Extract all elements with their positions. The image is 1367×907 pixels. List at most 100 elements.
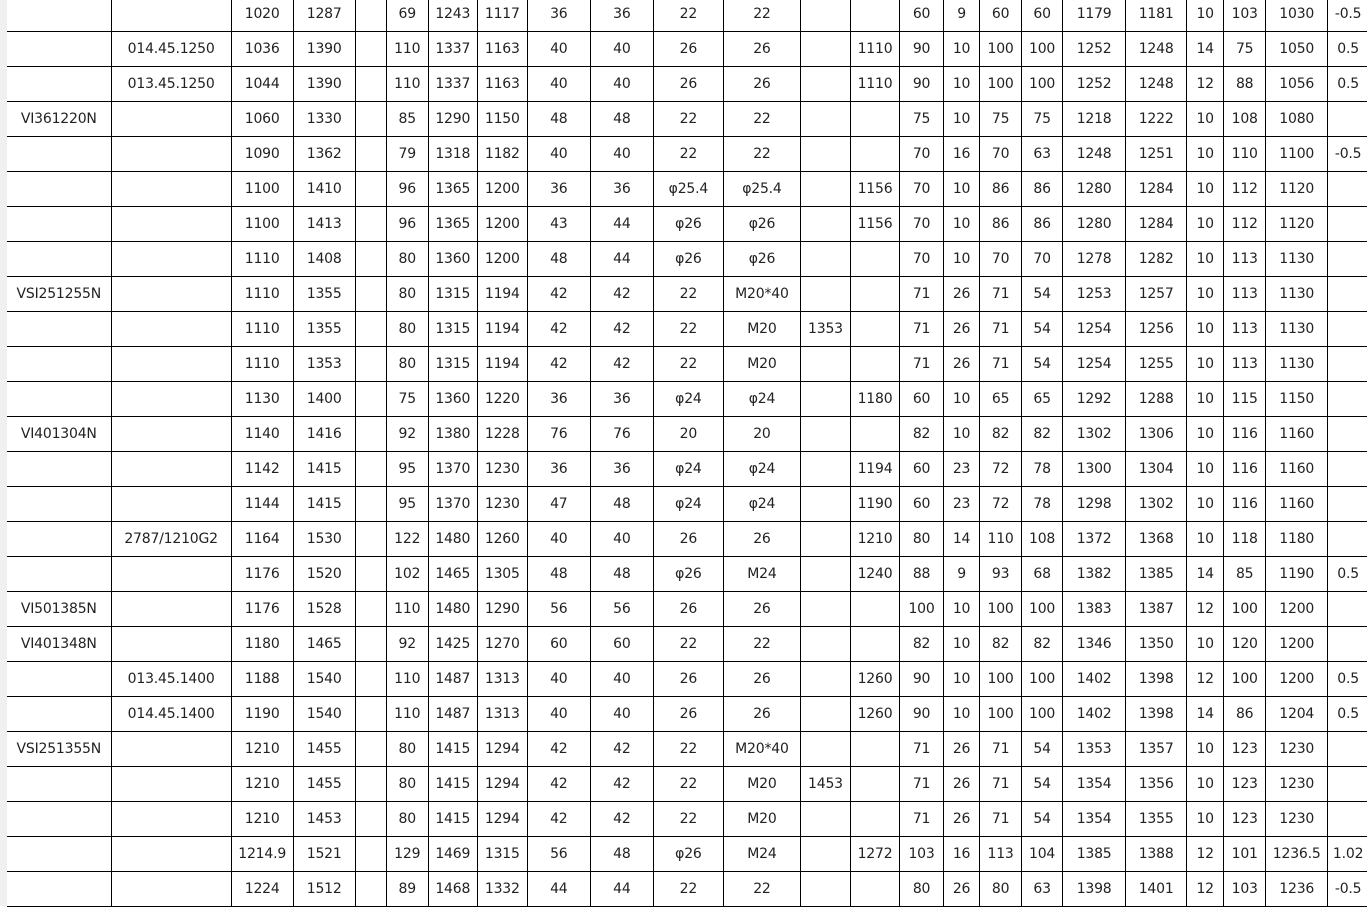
table-cell-col-11: 22 bbox=[653, 871, 724, 907]
table-cell-col-8: 1220 bbox=[477, 381, 528, 417]
table-cell-col-22: 101 bbox=[1223, 836, 1267, 872]
table-cell-col-2 bbox=[111, 801, 232, 837]
table-cell-col-3: 1188 bbox=[231, 661, 294, 697]
table-cell-col-23: 1200 bbox=[1265, 661, 1329, 697]
table-cell-col-2: 013.45.1250 bbox=[111, 66, 232, 102]
table-cell-col-8: 1313 bbox=[477, 696, 528, 732]
table-cell-col-1 bbox=[7, 381, 112, 417]
table-cell-col-22: 115 bbox=[1223, 381, 1267, 417]
table-cell-col-20: 1350 bbox=[1125, 626, 1188, 662]
table-body: 1020 1287 69 1243 1117 36 36 22 22 60 9 60 60 1179 118… bbox=[7, 0, 1367, 907]
table-cell-col-22: 116 bbox=[1223, 451, 1267, 487]
table-cell-col-24 bbox=[1327, 486, 1367, 522]
table-cell-col-11: 22 bbox=[653, 0, 724, 32]
table-cell-col-3: 1020 bbox=[231, 0, 294, 32]
table-cell-col-22: 75 bbox=[1223, 31, 1267, 67]
table-cell-col-21: 10 bbox=[1186, 451, 1225, 487]
table-cell-col-22: 88 bbox=[1223, 66, 1267, 102]
table-cell-col-16: 10 bbox=[943, 591, 981, 627]
table-cell-col-23: 1030 bbox=[1265, 0, 1329, 32]
table-cell-col-17: 113 bbox=[979, 836, 1023, 872]
table-cell-col-15: 100 bbox=[899, 591, 945, 627]
table-cell-col-8: 1230 bbox=[477, 451, 528, 487]
table-cell-col-5 bbox=[355, 101, 387, 137]
table-cell-col-12: M20*40 bbox=[723, 731, 801, 767]
table-cell-col-18: 54 bbox=[1021, 311, 1064, 347]
table-cell-col-8: 1294 bbox=[477, 801, 528, 837]
table-cell-col-14: 1240 bbox=[850, 556, 901, 592]
table-cell-col-19: 1280 bbox=[1062, 206, 1127, 242]
table-cell-col-2 bbox=[111, 136, 232, 172]
table-cell-col-21: 12 bbox=[1186, 871, 1225, 907]
table-row: 2787/1210G2 1164 1530 122 1480 1260 40 40 26 26 12… bbox=[7, 521, 1367, 557]
table-cell-col-3: 1210 bbox=[231, 731, 294, 767]
table-row: VSI251255N 1110 1355 80 1315 1194 42 42 22 M20*40… bbox=[7, 276, 1367, 312]
table-cell-col-16: 14 bbox=[943, 521, 981, 557]
table-row: 014.45.1250 1036 1390 110 1337 1163 40 40 26 26 11… bbox=[7, 31, 1367, 67]
table-cell-col-12: φ24 bbox=[723, 486, 801, 522]
table-cell-col-10: 48 bbox=[590, 836, 654, 872]
table-cell-col-7: 1337 bbox=[428, 31, 478, 67]
table-cell-col-9: 43 bbox=[527, 206, 591, 242]
table-cell-col-2 bbox=[111, 171, 232, 207]
table-cell-col-9: 36 bbox=[527, 381, 591, 417]
table-row: 1100 1413 96 1365 1200 43 44 φ26 φ26 1156 70 10 86 86… bbox=[7, 206, 1367, 242]
table-cell-col-14 bbox=[850, 766, 901, 802]
table-cell-col-22: 103 bbox=[1223, 871, 1267, 907]
table-cell-col-1 bbox=[7, 0, 112, 32]
table-cell-col-23: 1230 bbox=[1265, 766, 1329, 802]
table-cell-col-16: 10 bbox=[943, 416, 981, 452]
table-cell-col-20: 1222 bbox=[1125, 101, 1188, 137]
table-cell-col-9: 44 bbox=[527, 871, 591, 907]
table-cell-col-1 bbox=[7, 661, 112, 697]
table-cell-col-18: 54 bbox=[1021, 276, 1064, 312]
table-cell-col-5 bbox=[355, 206, 387, 242]
table-cell-col-15: 71 bbox=[899, 731, 945, 767]
table-cell-col-12: M20*40 bbox=[723, 276, 801, 312]
table-cell-col-18: 86 bbox=[1021, 171, 1064, 207]
table-cell-col-2: 014.45.1250 bbox=[111, 31, 232, 67]
table-cell-col-7: 1315 bbox=[428, 311, 478, 347]
table-cell-col-19: 1372 bbox=[1062, 521, 1127, 557]
table-cell-col-11: φ26 bbox=[653, 206, 724, 242]
table-cell-col-9: 36 bbox=[527, 171, 591, 207]
table-cell-col-15: 60 bbox=[899, 381, 945, 417]
table-cell-col-17: 100 bbox=[979, 66, 1023, 102]
table-cell-col-3: 1110 bbox=[231, 346, 294, 382]
table-cell-col-22: 86 bbox=[1223, 696, 1267, 732]
table-cell-col-7: 1465 bbox=[428, 556, 478, 592]
table-cell-col-24 bbox=[1327, 521, 1367, 557]
table-cell-col-2 bbox=[111, 311, 232, 347]
table-cell-col-4: 1415 bbox=[293, 451, 356, 487]
table-cell-col-5 bbox=[355, 276, 387, 312]
table-cell-col-17: 86 bbox=[979, 171, 1023, 207]
table-cell-col-7: 1415 bbox=[428, 731, 478, 767]
table-cell-col-24: -0.5 bbox=[1327, 0, 1367, 32]
table-cell-col-13 bbox=[800, 416, 851, 452]
table-cell-col-19: 1385 bbox=[1062, 836, 1127, 872]
table-cell-col-23: 1120 bbox=[1265, 206, 1329, 242]
table-cell-col-7: 1415 bbox=[428, 801, 478, 837]
table-cell-col-23: 1190 bbox=[1265, 556, 1329, 592]
table-cell-col-12: φ24 bbox=[723, 381, 801, 417]
table-cell-col-15: 70 bbox=[899, 241, 945, 277]
table-cell-col-10: 40 bbox=[590, 521, 654, 557]
table-cell-col-11: 22 bbox=[653, 101, 724, 137]
table-row: VI401348N 1180 1465 92 1425 1270 60 60 22 22 82 10 8… bbox=[7, 626, 1367, 662]
table-cell-col-6: 96 bbox=[386, 206, 429, 242]
table-row: VI501385N 1176 1528 110 1480 1290 56 56 26 26 100 1… bbox=[7, 591, 1367, 627]
table-cell-col-23: 1160 bbox=[1265, 451, 1329, 487]
table-cell-col-4: 1453 bbox=[293, 801, 356, 837]
table-cell-col-2 bbox=[111, 451, 232, 487]
table-cell-col-18: 54 bbox=[1021, 766, 1064, 802]
table-cell-col-7: 1380 bbox=[428, 416, 478, 452]
table-cell-col-17: 86 bbox=[979, 206, 1023, 242]
table-cell-col-23: 1080 bbox=[1265, 101, 1329, 137]
table-cell-col-6: 80 bbox=[386, 801, 429, 837]
table-cell-col-10: 40 bbox=[590, 696, 654, 732]
table-cell-col-12: 26 bbox=[723, 696, 801, 732]
table-cell-col-9: 36 bbox=[527, 451, 591, 487]
table-cell-col-2 bbox=[111, 101, 232, 137]
table-cell-col-24 bbox=[1327, 381, 1367, 417]
table-cell-col-15: 71 bbox=[899, 346, 945, 382]
